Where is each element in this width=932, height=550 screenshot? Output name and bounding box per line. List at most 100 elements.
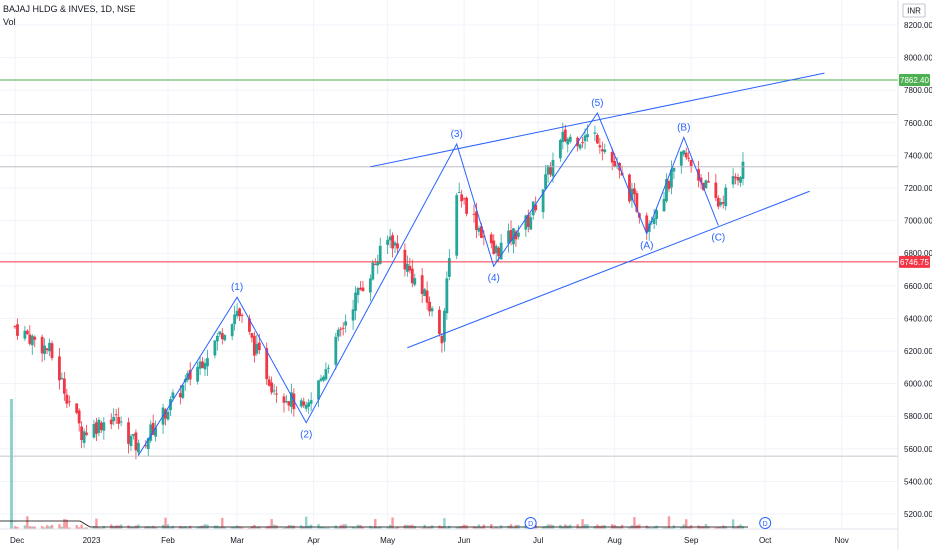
time-tick-label: Nov	[835, 536, 849, 545]
candle-body	[689, 160, 693, 167]
candle-body	[430, 308, 434, 312]
candle-body	[714, 182, 718, 199]
candle-body	[324, 369, 328, 380]
dividend-marker-label: D	[763, 521, 768, 528]
candle-body	[633, 188, 636, 195]
candle-body	[595, 135, 599, 144]
candle-body	[482, 235, 486, 237]
candles	[13, 122, 745, 460]
volume-bar	[393, 527, 397, 529]
dividend-marker-circle	[524, 517, 537, 529]
candle-body	[442, 310, 446, 342]
candle-body	[99, 422, 103, 430]
candle-body	[403, 249, 407, 270]
candle-body	[388, 236, 392, 241]
candle-body	[67, 401, 71, 403]
candle-body	[164, 409, 167, 419]
candle-body	[132, 434, 135, 436]
volume-bar	[48, 526, 51, 529]
volume-bar	[324, 527, 328, 529]
candle-body	[77, 410, 81, 424]
volume-bar	[147, 526, 150, 529]
volume-bar	[95, 518, 98, 529]
volume-bar	[495, 527, 498, 529]
candle-body	[102, 422, 106, 431]
candle-body	[188, 370, 192, 380]
candle-body	[410, 268, 414, 284]
candle-body	[215, 335, 219, 342]
candle-body	[425, 290, 429, 303]
candle-body	[408, 265, 412, 271]
candle-body	[734, 176, 737, 179]
volume-bar	[322, 526, 325, 529]
price-tags: 7862.40 6746.75	[899, 74, 930, 268]
dividend-marker[interactable]: D	[759, 517, 772, 529]
candle-body	[615, 165, 619, 167]
wave-label: (5)	[591, 98, 603, 109]
time-tick-label: 2023	[83, 536, 101, 545]
dividend-marker[interactable]: D	[524, 517, 537, 529]
axes	[0, 0, 899, 550]
time-tick-label: Dec	[10, 536, 24, 545]
volume-bar	[10, 399, 13, 529]
price-tick-label: 7200.00	[904, 184, 932, 193]
wave-label: (4)	[488, 273, 500, 284]
volume-bar	[40, 526, 44, 529]
candle-body	[529, 217, 533, 230]
candle-body	[307, 402, 311, 407]
dividend-marker-label: D	[528, 521, 533, 528]
dividend-marker-circle	[759, 517, 772, 529]
candle-body	[255, 343, 259, 354]
volume-bar	[68, 527, 71, 529]
candle-body	[356, 288, 360, 296]
candle-body	[319, 378, 323, 381]
candle-body	[652, 218, 656, 224]
volume-bar	[63, 518, 66, 529]
candle-body	[327, 367, 330, 369]
candle-body	[267, 379, 271, 386]
candle-body	[704, 180, 708, 189]
candle-body	[201, 361, 204, 369]
candle-body	[80, 426, 84, 440]
volume-bar	[561, 526, 565, 529]
candle-body	[707, 181, 710, 183]
volume-bar	[179, 525, 182, 529]
volume-bar	[386, 527, 389, 529]
candle-body	[405, 263, 409, 272]
candle-body	[309, 400, 313, 404]
price-tick-label: 8200.00	[904, 21, 932, 30]
candle-body	[299, 400, 303, 407]
candle-body	[257, 342, 261, 351]
candle-body	[544, 174, 547, 189]
volume-bar	[75, 525, 78, 529]
volume-bar	[181, 526, 185, 529]
candle-body	[317, 380, 320, 400]
candle-body	[593, 132, 597, 134]
volume-bar	[376, 527, 379, 529]
volume-bar	[396, 526, 399, 529]
volume-bar	[304, 516, 308, 529]
candle-body	[287, 401, 291, 406]
candle-body	[25, 330, 29, 335]
volume-bar	[741, 526, 745, 529]
symbol-title[interactable]: BAJAJ HLDG & INVES, 1D, NSE	[3, 4, 136, 14]
candle-body	[499, 242, 503, 260]
candle-body	[136, 442, 140, 453]
candle-body	[33, 336, 37, 340]
candle-body	[248, 318, 251, 332]
volume-bar	[576, 524, 579, 529]
volume-bar	[97, 527, 101, 529]
price-tick-label: 7400.00	[904, 151, 932, 160]
volume-bar	[344, 524, 347, 529]
volume-bar	[250, 526, 254, 529]
volume-bar	[230, 526, 234, 529]
candle-body	[40, 336, 44, 354]
candle-body	[497, 247, 501, 257]
volume-bar	[699, 526, 703, 529]
volume-bar	[650, 527, 653, 529]
wave-label: (A)	[640, 241, 653, 252]
volume-bar	[460, 525, 463, 529]
time-tick-label: Aug	[608, 536, 622, 545]
